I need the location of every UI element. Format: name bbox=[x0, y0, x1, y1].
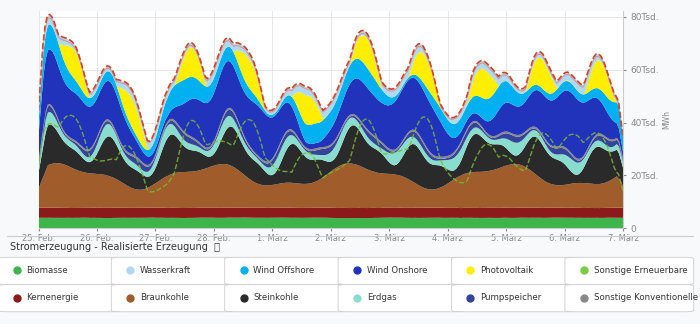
FancyBboxPatch shape bbox=[111, 257, 240, 284]
Text: Stromerzeugung - Realisierte Erzeugung  ⓘ: Stromerzeugung - Realisierte Erzeugung ⓘ bbox=[10, 242, 220, 252]
Text: Sonstige Konventionelle: Sonstige Konventionelle bbox=[594, 293, 698, 302]
FancyBboxPatch shape bbox=[452, 284, 580, 312]
FancyBboxPatch shape bbox=[225, 257, 354, 284]
FancyBboxPatch shape bbox=[0, 284, 127, 312]
Text: Kernenergie: Kernenergie bbox=[27, 293, 79, 302]
Text: Photovoltaik: Photovoltaik bbox=[480, 266, 533, 275]
FancyBboxPatch shape bbox=[338, 284, 467, 312]
FancyBboxPatch shape bbox=[338, 257, 467, 284]
Text: Wasserkraft: Wasserkraft bbox=[140, 266, 191, 275]
FancyBboxPatch shape bbox=[225, 284, 354, 312]
FancyBboxPatch shape bbox=[565, 284, 694, 312]
Text: Braunkohle: Braunkohle bbox=[140, 293, 189, 302]
FancyBboxPatch shape bbox=[565, 257, 694, 284]
Text: Pumpspeicher: Pumpspeicher bbox=[480, 293, 542, 302]
Text: Erdgas: Erdgas bbox=[367, 293, 396, 302]
Text: Wind Offshore: Wind Offshore bbox=[253, 266, 315, 275]
FancyBboxPatch shape bbox=[111, 284, 240, 312]
Text: Sonstige Erneuerbare: Sonstige Erneuerbare bbox=[594, 266, 687, 275]
Text: Biomasse: Biomasse bbox=[27, 266, 68, 275]
FancyBboxPatch shape bbox=[452, 257, 580, 284]
Text: Wind Onshore: Wind Onshore bbox=[367, 266, 427, 275]
Text: Steinkohle: Steinkohle bbox=[253, 293, 299, 302]
FancyBboxPatch shape bbox=[0, 257, 127, 284]
Y-axis label: MWh: MWh bbox=[662, 110, 671, 129]
